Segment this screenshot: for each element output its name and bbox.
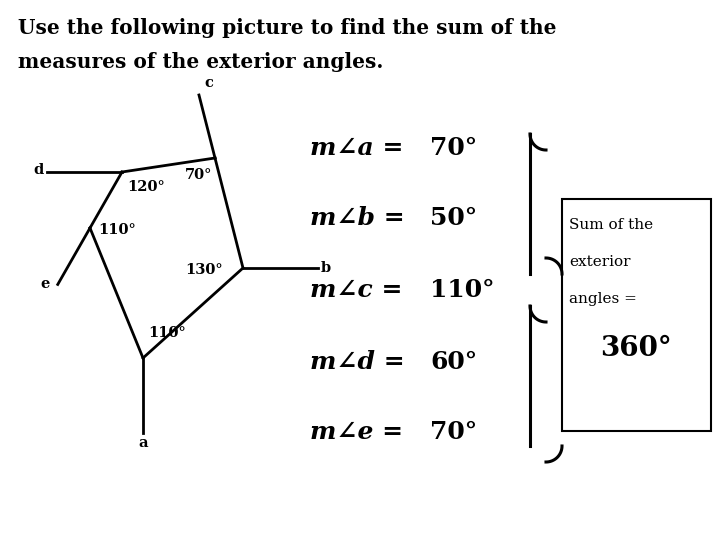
Text: e: e [40, 278, 50, 292]
Text: m∠e =: m∠e = [310, 420, 412, 444]
Text: m∠d =: m∠d = [310, 350, 413, 374]
Text: measures of the exterior angles.: measures of the exterior angles. [18, 52, 383, 72]
Text: Sum of the: Sum of the [569, 218, 653, 232]
Text: Use the following picture to find the sum of the: Use the following picture to find the su… [18, 18, 557, 38]
Text: c: c [204, 76, 213, 90]
Text: 110°: 110° [148, 326, 186, 340]
Text: exterior: exterior [569, 255, 631, 269]
Text: d: d [34, 163, 44, 177]
Text: 110°: 110° [430, 278, 495, 302]
Text: 120°: 120° [127, 180, 165, 194]
Text: 360°: 360° [600, 334, 672, 361]
Text: 60°: 60° [430, 350, 477, 374]
Text: m∠c =: m∠c = [310, 278, 411, 302]
Text: 130°: 130° [185, 263, 222, 277]
Text: 50°: 50° [430, 206, 477, 230]
Text: m∠a =: m∠a = [310, 136, 413, 160]
Text: 110°: 110° [98, 223, 136, 237]
Text: 70°: 70° [430, 420, 477, 444]
Text: b: b [321, 261, 331, 275]
Text: a: a [138, 436, 148, 450]
Text: m∠b =: m∠b = [310, 206, 413, 230]
FancyBboxPatch shape [562, 199, 711, 431]
Text: angles =: angles = [569, 292, 637, 306]
Text: 70°: 70° [430, 136, 477, 160]
Text: 70°: 70° [185, 168, 212, 182]
